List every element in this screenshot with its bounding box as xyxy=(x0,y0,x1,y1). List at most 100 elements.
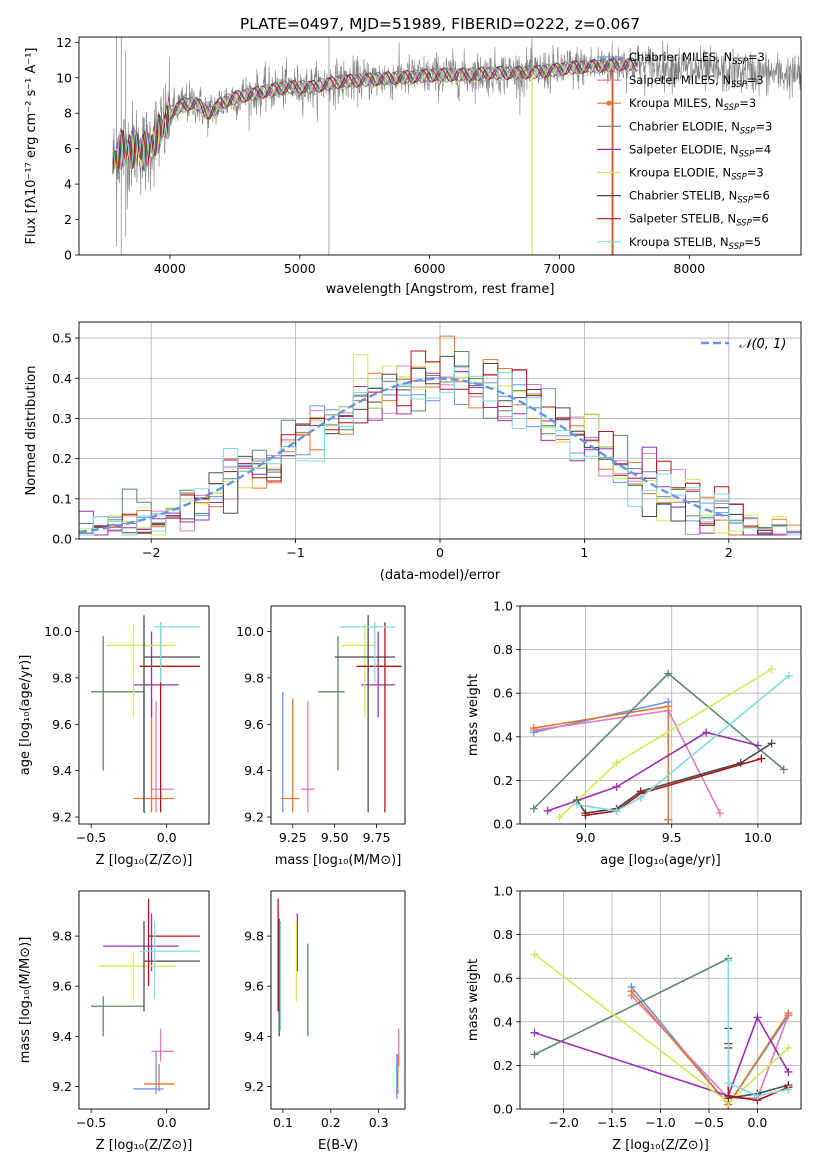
plus-marker xyxy=(753,1091,762,1100)
x-axis-label: E(B-V) xyxy=(318,1138,358,1153)
x-tick-label: −0.5 xyxy=(76,1115,106,1130)
x-tick-label: 9.5 xyxy=(662,830,682,845)
legend-subscript: SSP xyxy=(736,219,752,229)
axes-frame xyxy=(78,321,802,540)
y-tick-label: 0.4 xyxy=(52,371,72,386)
x-tick-label: −2.0 xyxy=(548,1115,578,1130)
y-tick-label: 0.6 xyxy=(493,971,513,986)
legend-name: Kroupa STELIB, xyxy=(629,235,720,249)
plus-marker xyxy=(530,1028,539,1037)
x-tick-label: 0.3 xyxy=(369,1115,389,1130)
y-tick-label: 9.6 xyxy=(52,979,72,994)
plot-area xyxy=(79,335,801,536)
y-tick-label: 0.8 xyxy=(493,927,513,942)
panel-mass-vs-ebv: 0.1 0.2 0.3 9.2 9.4 9.6 9.8 E(B-V) xyxy=(244,890,406,1153)
x-tick-label: 9.25 xyxy=(279,830,307,845)
plus-marker xyxy=(572,800,581,809)
x-tick-label: 0.0 xyxy=(157,830,177,845)
series-line xyxy=(534,957,729,1056)
y-tick-label: 0.0 xyxy=(493,1102,513,1117)
y-axis-label: mass weight xyxy=(466,674,481,756)
y-tick-label: 6 xyxy=(64,141,72,156)
legend-count: =6 xyxy=(752,212,769,226)
y-axis-label: mass weight xyxy=(466,959,481,1041)
y-tick-label: 9.8 xyxy=(244,929,264,944)
legend-label: 𝒩(0, 1) xyxy=(739,337,786,352)
errorbar-point xyxy=(144,1063,175,1092)
plus-marker xyxy=(636,793,645,802)
x-tick-label: −1.0 xyxy=(645,1115,675,1130)
y-tick-label: 0.6 xyxy=(493,686,513,701)
legend-count: =6 xyxy=(753,189,770,203)
histogram-salpeter-stelib xyxy=(79,350,801,536)
legend-count: =3 xyxy=(755,119,772,133)
y-tick-label: 9.2 xyxy=(52,1079,72,1094)
x-tick-label: 0.1 xyxy=(273,1115,293,1130)
panel-residuals: −2 −1 0 1 2 0.0 0.1 0.2 0.3 0.4 0.5 (data-model)/er… xyxy=(24,321,802,583)
y-tick-label: 10.0 xyxy=(236,624,264,639)
y-axis-label: mass [log₁₀(M/M⊙)] xyxy=(18,937,33,1064)
errorbar-point xyxy=(147,898,200,987)
plus-marker xyxy=(555,813,564,822)
panel-mass-vs-Z: −0.5 0.0 9.2 9.4 9.6 9.8 Z [log₁₀(Z/Z⊙)] mass [… xyxy=(18,890,210,1153)
legend-name: Chabrier ELODIE, xyxy=(629,119,731,133)
panel-age-vs-Z: −0.5 0.0 9.2 9.4 9.6 9.8 10.0 Z [log₁₀(Z/Z⊙)] ag… xyxy=(18,605,210,868)
series-kroupa-miles xyxy=(529,702,673,824)
x-axis-label: mass [log₁₀(M/M⊙)] xyxy=(275,853,402,868)
y-tick-label: 9.4 xyxy=(244,1029,264,1044)
plus-marker xyxy=(784,1085,793,1094)
series-line xyxy=(576,742,773,814)
model-line xyxy=(112,57,638,173)
legend-n: N xyxy=(722,73,731,87)
panel-mass-weight-vs-age: 9.0 9.5 10.0 0.0 0.2 0.4 0.6 0.8 1.0 age [log₁₀(a… xyxy=(466,599,802,868)
x-tick-label: −1.5 xyxy=(597,1115,627,1130)
x-tick-label: 2 xyxy=(725,545,733,560)
histogram-kroupa-stelib xyxy=(79,367,801,536)
legend-n: N xyxy=(720,235,729,249)
panel-age-vs-mass: 9.25 9.50 9.75 9.2 9.4 9.6 9.8 10.0 mass [log₁₀(… xyxy=(236,605,406,868)
x-tick-label: 9.75 xyxy=(363,830,391,845)
y-tick-label: 9.8 xyxy=(52,929,72,944)
y-tick-label: 9.2 xyxy=(244,810,264,825)
legend-label: Salpeter ELODIE, NSSP=4 xyxy=(629,142,771,159)
plus-marker xyxy=(715,809,724,818)
plus-marker xyxy=(784,671,793,680)
legend-label: Salpeter MILES, NSSP=3 xyxy=(629,73,764,90)
x-tick-label: 4000 xyxy=(154,261,186,276)
legend-subscript: SSP xyxy=(724,103,740,113)
legend-n: N xyxy=(731,119,740,133)
y-tick-label: 9.2 xyxy=(244,1079,264,1094)
plus-marker xyxy=(724,956,733,965)
errorbar-point xyxy=(91,636,144,771)
legend-name: Salpeter ELODIE, xyxy=(629,142,730,156)
legend-count: =5 xyxy=(744,235,761,249)
plus-marker xyxy=(627,987,636,996)
x-tick-label: 0.0 xyxy=(157,1115,177,1130)
plus-marker xyxy=(784,1009,793,1018)
y-tick-label: 0.3 xyxy=(52,411,72,426)
histogram-salpeter-elodie xyxy=(79,371,801,536)
y-tick-label: 0.0 xyxy=(493,817,513,832)
x-axis-label: wavelength [Angstrom, rest frame] xyxy=(326,282,555,297)
x-tick-label: 6000 xyxy=(414,261,446,276)
legend-name: Kroupa ELODIE, xyxy=(629,166,722,180)
y-tick-label: 12 xyxy=(56,35,72,50)
legend-label: Kroupa STELIB, NSSP=5 xyxy=(629,235,761,252)
legend-subscript: SSP xyxy=(731,173,747,183)
series-chabrier-elodie xyxy=(530,954,733,1059)
errorbar-point xyxy=(361,631,395,718)
x-tick-label: 8000 xyxy=(673,261,705,276)
legend-label: Salpeter STELIB, NSSP=6 xyxy=(629,212,769,229)
model-line xyxy=(112,58,638,169)
legend-subscript: SSP xyxy=(739,149,755,159)
y-tick-label: 10 xyxy=(56,70,72,85)
x-axis-label: Z [log₁₀(Z/Z⊙)] xyxy=(96,853,193,868)
errorbar-point xyxy=(151,1028,175,1062)
normal-curve xyxy=(79,377,730,534)
axes-frame xyxy=(519,605,802,825)
series-line xyxy=(585,757,762,817)
x-tick-label: −1 xyxy=(286,545,304,560)
legend-subscript: SSP xyxy=(731,80,747,90)
plus-marker xyxy=(753,1013,762,1022)
axes-frame xyxy=(78,890,210,1110)
